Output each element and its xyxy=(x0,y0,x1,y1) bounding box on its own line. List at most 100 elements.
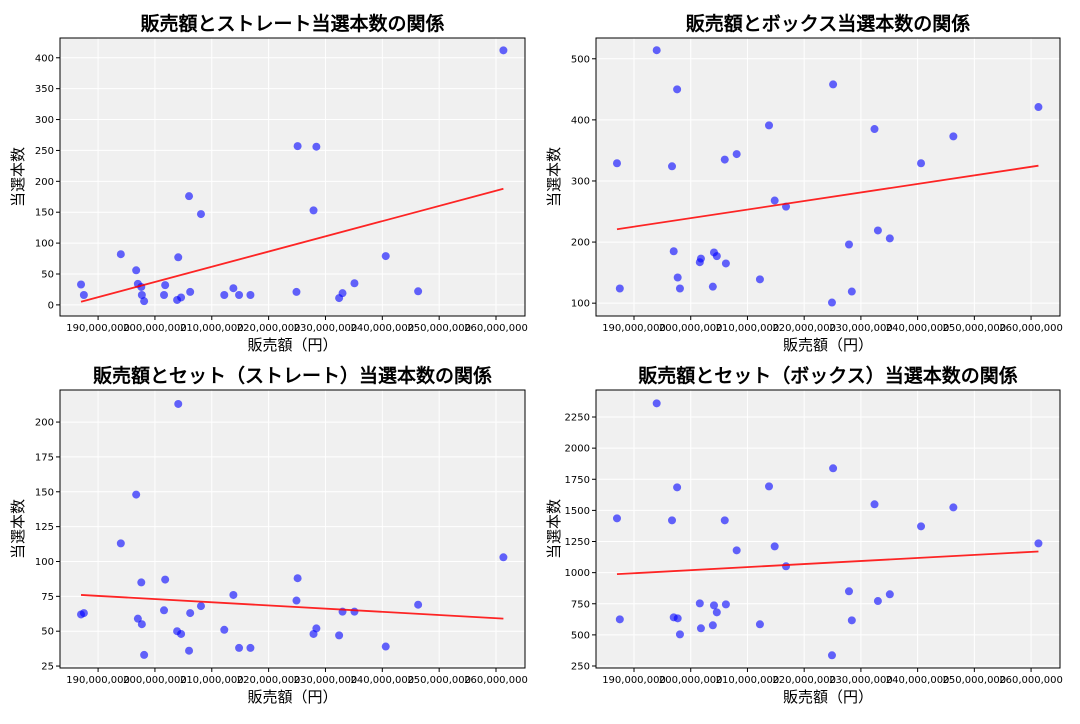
data-point xyxy=(712,608,721,617)
y-tick-label: 400 xyxy=(35,53,54,64)
data-point xyxy=(612,159,621,168)
data-point xyxy=(720,155,729,164)
data-point xyxy=(675,284,684,293)
y-tick-label: 500 xyxy=(571,54,590,65)
y-tick-label: 750 xyxy=(571,599,590,610)
data-point xyxy=(174,253,183,262)
subplot-3: 190,000,000200,000,000210,000,000220,000… xyxy=(9,364,528,706)
subplot-4: 190,000,000200,000,000210,000,000220,000… xyxy=(545,364,1063,706)
y-tick-label: 200 xyxy=(35,418,54,429)
data-point xyxy=(721,600,730,609)
y-tick-label: 400 xyxy=(571,115,590,126)
data-point xyxy=(668,516,677,525)
data-point xyxy=(770,542,779,551)
y-tick-label: 25 xyxy=(41,662,54,673)
y-tick-label: 300 xyxy=(571,176,590,187)
data-point xyxy=(196,210,205,219)
data-point xyxy=(949,132,958,141)
x-tick-label: 190,000,000 xyxy=(602,675,666,686)
data-point xyxy=(1034,539,1043,548)
data-point xyxy=(732,546,741,555)
x-tick-label: 200,000,000 xyxy=(659,323,723,334)
data-point xyxy=(827,651,836,660)
data-point xyxy=(708,282,717,291)
y-axis-label: 当選本数 xyxy=(545,147,563,207)
data-point xyxy=(196,602,205,611)
x-axis-label: 販売額（円） xyxy=(247,688,337,706)
y-tick-label: 2250 xyxy=(565,413,590,424)
data-point xyxy=(246,643,255,652)
x-tick-label: 190,000,000 xyxy=(66,675,130,686)
x-tick-label: 210,000,000 xyxy=(716,323,780,334)
trend-line xyxy=(80,187,504,303)
data-point xyxy=(673,614,682,623)
y-axis-label: 当選本数 xyxy=(9,147,27,207)
data-point xyxy=(870,500,879,509)
y-tick-label: 300 xyxy=(35,115,54,126)
x-axis-label: 販売額（円） xyxy=(783,336,873,354)
axes-frame xyxy=(59,37,526,317)
data-point xyxy=(755,275,764,284)
data-point xyxy=(669,247,678,256)
data-point xyxy=(615,284,624,293)
subplot-1: 190,000,000200,000,000210,000,000220,000… xyxy=(9,12,528,354)
data-point xyxy=(696,254,705,263)
data-point xyxy=(870,125,879,134)
y-tick-label: 175 xyxy=(35,452,54,463)
data-point xyxy=(675,630,684,639)
plot-area xyxy=(60,390,525,668)
data-point xyxy=(652,399,661,408)
data-point xyxy=(335,631,344,640)
trend-line xyxy=(80,594,504,620)
data-point xyxy=(829,464,838,473)
x-tick-label: 260,000,000 xyxy=(464,323,528,334)
axes-frame xyxy=(59,389,526,669)
y-tick-label: 1000 xyxy=(565,568,590,579)
data-point xyxy=(712,252,721,261)
data-point xyxy=(414,287,423,296)
data-point xyxy=(499,553,508,562)
x-tick-label: 250,000,000 xyxy=(407,675,471,686)
y-tick-label: 200 xyxy=(571,238,590,249)
data-point xyxy=(414,600,423,609)
y-tick-label: 1500 xyxy=(565,506,590,517)
x-tick-label: 210,000,000 xyxy=(716,675,780,686)
y-tick-label: 75 xyxy=(41,592,54,603)
data-point xyxy=(709,601,718,610)
x-tick-label: 230,000,000 xyxy=(294,675,358,686)
y-tick-label: 150 xyxy=(35,208,54,219)
axes-frame xyxy=(595,37,1061,317)
data-point xyxy=(381,642,390,651)
x-tick-label: 190,000,000 xyxy=(66,323,130,334)
data-point xyxy=(673,273,682,282)
data-point xyxy=(755,620,764,629)
y-tick-label: 1750 xyxy=(565,475,590,486)
data-point xyxy=(844,587,853,596)
data-point xyxy=(177,293,186,302)
data-point xyxy=(847,616,856,625)
data-point xyxy=(185,192,194,201)
axes-frame xyxy=(595,389,1061,669)
data-point xyxy=(829,80,838,89)
data-point xyxy=(293,142,302,151)
data-point xyxy=(79,290,88,299)
data-point xyxy=(885,590,894,599)
plot-area xyxy=(596,38,1060,316)
y-tick-label: 250 xyxy=(571,662,590,673)
x-tick-label: 240,000,000 xyxy=(886,323,950,334)
data-point xyxy=(116,250,125,259)
y-tick-label: 100 xyxy=(35,239,54,250)
data-point xyxy=(312,624,321,633)
data-point xyxy=(246,290,255,299)
data-point xyxy=(350,279,359,288)
data-point xyxy=(312,142,321,151)
data-point xyxy=(132,490,141,499)
data-point xyxy=(220,625,229,634)
data-point xyxy=(765,482,774,491)
x-axis-label: 販売額（円） xyxy=(247,336,337,354)
data-point xyxy=(186,287,195,296)
data-point xyxy=(137,620,146,629)
x-tick-label: 230,000,000 xyxy=(829,675,893,686)
data-point xyxy=(770,196,779,205)
